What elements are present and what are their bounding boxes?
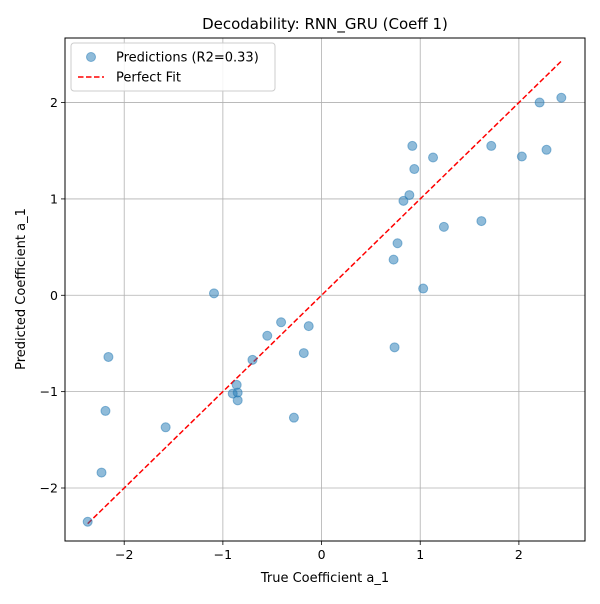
y-tick-label: 0 [50, 288, 58, 303]
scatter-point [276, 317, 287, 328]
scatter-point [303, 321, 314, 332]
chart-title: Decodability: RNN_GRU (Coeff 1) [202, 15, 448, 34]
scatter-point [288, 412, 299, 423]
plot-frame [64, 37, 586, 542]
y-tick-label: −1 [40, 384, 58, 399]
scatter-point [398, 195, 409, 206]
x-axis-label: True Coefficient a_1 [260, 571, 389, 586]
scatter-point [392, 238, 403, 249]
x-tick-label: 1 [416, 547, 424, 562]
ticks-layer: −2 −1 0 1 2 −2 −1 0 1 2 [40, 95, 523, 562]
scatter-point [103, 351, 114, 362]
x-tick-label: −2 [115, 547, 133, 562]
x-tick-label: 2 [515, 547, 523, 562]
y-tick-label: 2 [50, 95, 58, 110]
scatter-point [208, 288, 219, 299]
scatter-point [438, 221, 449, 232]
scatter-point [418, 283, 429, 294]
points-layer [82, 92, 567, 527]
perfect-fit-line [87, 60, 562, 525]
scatter-point [247, 354, 258, 365]
scatter-point [407, 140, 418, 151]
legend-scatter-marker [86, 52, 96, 62]
scatter-point [404, 190, 415, 201]
scatter-point [160, 422, 171, 433]
legend-label-predictions: Predictions (R2=0.33) [116, 51, 259, 66]
x-tick-label: 0 [318, 547, 326, 562]
scatter-point [476, 216, 487, 227]
y-axis-label: Predicted Coefficient a_1 [14, 208, 29, 370]
scatter-point [541, 144, 552, 155]
scatter-point [388, 254, 399, 265]
scatter-point [82, 516, 93, 527]
scatter-point [409, 164, 420, 175]
scatter-point [534, 97, 545, 108]
y-tick-label: −2 [40, 481, 58, 496]
fit-line-layer [87, 60, 562, 525]
scatter-point [556, 92, 567, 103]
y-tick-label: 1 [50, 191, 58, 206]
scatter-point [262, 330, 273, 341]
scatter-point [486, 140, 497, 151]
grid-layer [65, 38, 585, 541]
scatter-point [516, 151, 527, 162]
legend: Predictions (R2=0.33) Perfect Fit [70, 42, 276, 92]
scatter-point [389, 342, 400, 353]
scatter-point [298, 348, 309, 359]
legend-label-perfect-fit: Perfect Fit [116, 71, 181, 86]
x-tick-label: −1 [214, 547, 232, 562]
legend-box [70, 42, 276, 92]
scatter-point [96, 467, 107, 478]
scatter-point [100, 405, 111, 416]
scatter-point [428, 152, 439, 163]
scatter-point [232, 395, 243, 406]
